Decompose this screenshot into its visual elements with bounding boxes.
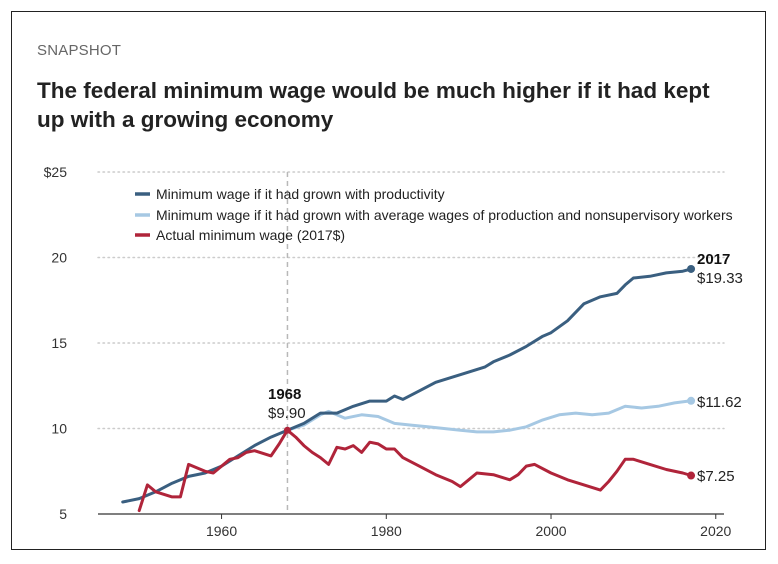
y-tick-label: 20 [51, 250, 67, 266]
annotation-2017-year: 2017 [697, 251, 730, 268]
y-tick-label: 5 [59, 506, 67, 522]
legend-label-actual: Actual minimum wage (2017$) [156, 227, 345, 243]
annotation-1968-value: $9.90 [268, 405, 306, 422]
annotation-1968-year: 1968 [268, 386, 301, 403]
chart-title: The federal minimum wage would be much h… [37, 78, 710, 132]
x-tick-label: 2000 [535, 523, 566, 539]
chart-frame: SNAPSHOT The federal minimum wage would … [11, 11, 766, 550]
x-tick-label: 1960 [206, 523, 237, 539]
legend-label-avg_wages: Minimum wage if it had grown with averag… [156, 207, 733, 223]
chart-svg: 5 10 15 20 $25 1960 1980 2000 2020 Minimum wage i… [44, 164, 743, 539]
point-1968 [283, 426, 291, 434]
legend-label-productivity: Minimum wage if it had grown with produc… [156, 186, 445, 202]
series-line-avg_wages [285, 399, 693, 434]
y-tick-label: $25 [44, 164, 68, 180]
end-point-productivity [687, 264, 696, 273]
y-tick-label: 15 [51, 335, 67, 351]
annotation-2017-actual-value: $7.25 [697, 468, 735, 485]
x-tick-label: 2020 [700, 523, 731, 539]
end-point-actual [687, 471, 696, 480]
series-line-actual [137, 428, 693, 513]
annotation-2017-productivity-value: $19.33 [697, 270, 743, 287]
end-point-avg_wages [687, 396, 696, 405]
kicker: SNAPSHOT [37, 42, 122, 59]
x-tick-label: 1980 [371, 523, 402, 539]
annotation-2017-avg-wage-value: $11.62 [697, 394, 742, 411]
series-line-productivity [121, 267, 693, 504]
y-tick-label: 10 [51, 421, 67, 437]
